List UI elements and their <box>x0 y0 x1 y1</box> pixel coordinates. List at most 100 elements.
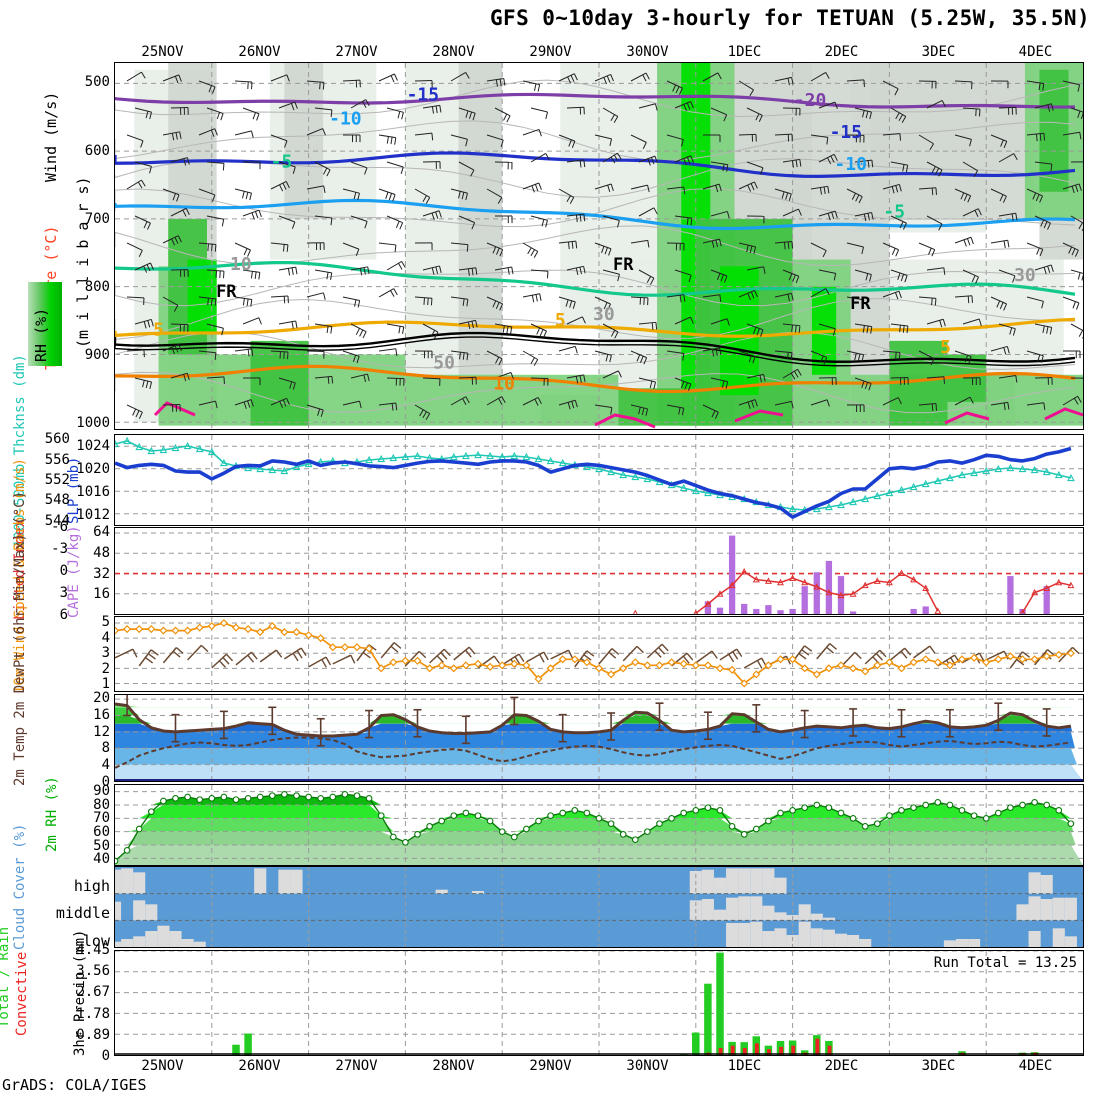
x-axis-tick-3dec: 3DEC <box>921 1058 956 1074</box>
wind-barb-flag <box>969 139 972 147</box>
wind-barb-flag <box>1039 249 1044 257</box>
wind-barb-flag <box>1077 396 1082 403</box>
li-cape-plot <box>114 527 1084 615</box>
x-axis-tick-30nov: 30NOV <box>626 1058 669 1074</box>
rh2m-marker <box>220 793 228 801</box>
rh2m-marker <box>910 804 917 812</box>
wind-barb-flag-10m <box>682 655 690 664</box>
thickness-marker <box>824 502 833 511</box>
wind-speed-marker <box>691 661 700 670</box>
wind-barb-flag <box>865 273 869 281</box>
wind-barb <box>998 375 1016 379</box>
wind-barb-flag <box>326 169 331 177</box>
grads-credit: GrADS: COLA/IGES <box>2 1076 147 1094</box>
temp-band <box>115 723 1073 732</box>
wind-barb-flag <box>1043 267 1047 275</box>
wind-barb <box>810 350 827 358</box>
wind-barb <box>638 103 656 109</box>
wind-barb-flag <box>575 214 578 223</box>
wind-barb-flag <box>492 246 497 254</box>
wind-barb-flag <box>870 326 873 334</box>
wind-barb <box>1062 80 1080 86</box>
wind-barb-flag-10m <box>362 651 371 659</box>
wind-barb <box>414 188 430 198</box>
wind-barb-flag <box>531 295 535 303</box>
lifted-index-marker <box>777 578 784 586</box>
wind-barb-flag <box>862 299 865 308</box>
wind-barb <box>458 376 477 379</box>
wind-barb-flag <box>867 213 870 221</box>
wind-barb-flag <box>902 325 905 333</box>
thickness-marker <box>1066 473 1075 482</box>
wind-barb <box>774 240 792 244</box>
wind-barb-flag <box>726 211 730 219</box>
wind-barb <box>702 72 719 82</box>
wind-barb-flag-10m <box>1047 649 1055 656</box>
rh2m-marker <box>946 801 954 809</box>
wind-speed-marker <box>703 661 712 670</box>
lifted-index-marker <box>861 581 869 589</box>
wind-speed-marker <box>304 631 313 640</box>
wind-barb-flag <box>760 329 764 337</box>
wind-barb-flag-10m <box>611 648 620 655</box>
thickness-marker <box>619 470 628 479</box>
rh2m-marker <box>994 809 1002 817</box>
wind-barb-flag <box>330 326 333 334</box>
wind-barb-flag <box>978 318 982 327</box>
wind-barb-flag <box>178 344 182 352</box>
wind-barb <box>990 188 1007 197</box>
wind-barb-flag <box>614 331 619 339</box>
axis-tick-label: 32 <box>93 565 110 582</box>
wind-barb <box>270 181 287 190</box>
wind-barb-10m <box>477 655 495 669</box>
wind-barb <box>782 323 800 327</box>
wind-barb <box>738 181 755 190</box>
wind-speed-marker <box>812 670 821 679</box>
axis-tick-label: 1000 <box>76 415 110 432</box>
wind-barb-flag-10m <box>567 649 574 659</box>
wind-barb <box>162 235 179 244</box>
wind-barb-flag <box>720 274 724 282</box>
wind-speed-marker <box>655 661 664 670</box>
wind-barb-flag <box>749 245 753 254</box>
x-axis-top: 25NOV 26NOV 27NOV 28NOV 29NOV 30NOV 1DEC 2DEC 3D… <box>114 44 1084 62</box>
wind-barb-10m <box>816 643 831 660</box>
wind-speed-marker <box>788 655 797 664</box>
cloud-bar-low <box>847 935 860 947</box>
wind-barb-flag <box>719 294 722 302</box>
wind-barb-flag-10m <box>147 653 156 660</box>
wind-barb-flag <box>638 407 641 415</box>
wind-barb-flag <box>583 159 586 168</box>
wind-barb-flag <box>330 218 333 226</box>
precip-convective-bar <box>767 1049 771 1055</box>
wind-speed-marker <box>147 625 156 634</box>
wind-barb <box>530 107 548 113</box>
wind-barb-flag <box>427 297 429 306</box>
wind-barb <box>278 320 296 325</box>
wind-barb-flag <box>539 329 544 337</box>
wind-barb-flag <box>254 211 259 219</box>
rh2m-marker <box>1043 801 1051 809</box>
wind-barb <box>990 401 1008 406</box>
slp-line <box>115 446 1072 519</box>
wind-barb <box>458 319 476 325</box>
p-cape-canvas <box>115 528 1083 614</box>
wind-barb-flag <box>931 298 933 306</box>
rh2m-marker <box>813 801 821 809</box>
wind-barb <box>998 153 1015 163</box>
wind-barb-10m <box>138 649 152 667</box>
wind-speed-marker <box>909 658 918 667</box>
wind-barb <box>134 215 151 224</box>
wind-barb <box>414 404 430 415</box>
wind-barb <box>566 159 584 163</box>
wind-barb-flag <box>654 155 658 164</box>
wind-barb-flag <box>1042 325 1045 333</box>
wind-barb <box>126 179 142 190</box>
wind-speed-marker <box>1042 652 1051 661</box>
thickness-marker <box>115 439 119 448</box>
wind-barb-flag <box>438 210 442 218</box>
wind-barb-flag <box>894 88 899 96</box>
wind-barb-flag <box>1035 194 1040 202</box>
axis-tick-label: 548 <box>44 492 70 509</box>
wind-barb <box>386 107 404 113</box>
